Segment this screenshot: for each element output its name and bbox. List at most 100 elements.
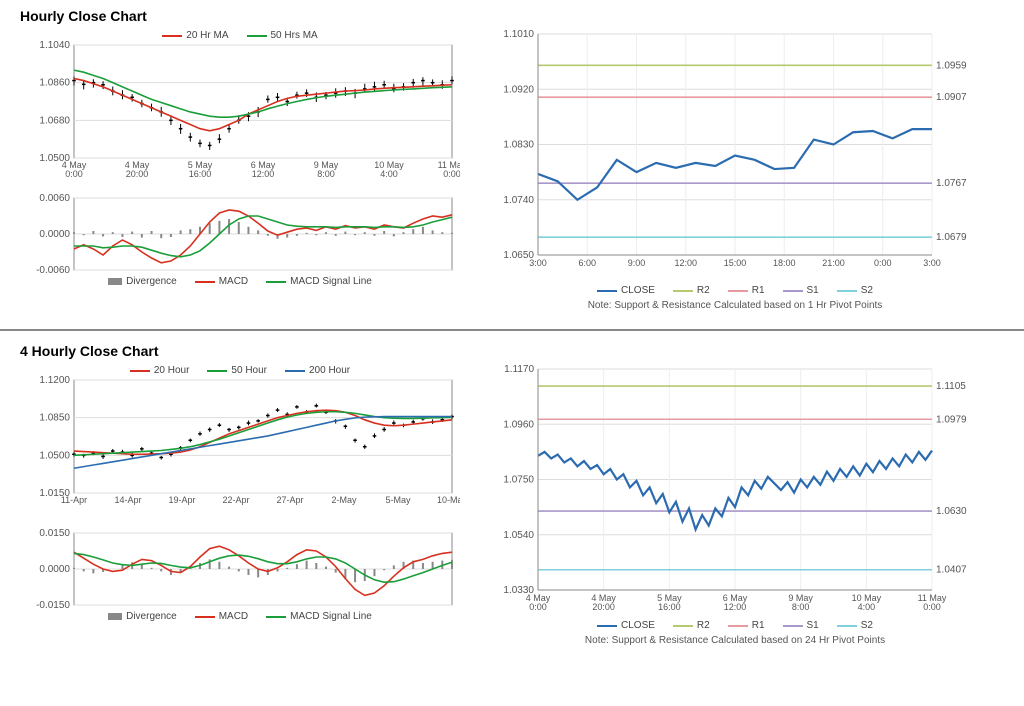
svg-text:1.1010: 1.1010: [503, 29, 534, 40]
svg-text:1.0500: 1.0500: [39, 450, 70, 461]
svg-text:12:00: 12:00: [674, 258, 697, 268]
svg-text:1.0767: 1.0767: [936, 178, 967, 189]
hourly-section: Hourly Close Chart 20 Hr MA 50 Hrs MA 1.…: [0, 0, 1024, 325]
svg-text:16:00: 16:00: [658, 602, 681, 612]
legend-label: Divergence: [126, 276, 177, 287]
svg-text:20:00: 20:00: [126, 169, 149, 179]
svg-text:8:00: 8:00: [792, 602, 810, 612]
svg-text:1.0920: 1.0920: [503, 84, 534, 95]
svg-text:4:00: 4:00: [380, 169, 398, 179]
legend-label: CLOSE: [621, 285, 655, 296]
legend-item: S2: [837, 620, 873, 631]
svg-text:0:00: 0:00: [874, 258, 892, 268]
legend-label: Divergence: [126, 611, 177, 622]
svg-text:1.0750: 1.0750: [503, 475, 534, 486]
fourhourly-macd-chart: -0.0150 0.0000 0.0150: [20, 529, 460, 609]
svg-text:1.1200: 1.1200: [39, 376, 70, 386]
svg-text:6:00: 6:00: [578, 258, 596, 268]
svg-text:1.0830: 1.0830: [503, 140, 534, 151]
hourly-sr-legend: CLOSE R2 R1 S1 S2: [490, 285, 980, 296]
hourly-sr-chart: 1.06501.07401.08301.09201.10103:006:009:…: [490, 28, 980, 283]
svg-text:1.0960: 1.0960: [503, 419, 534, 430]
svg-text:14-Apr: 14-Apr: [114, 495, 141, 505]
svg-text:15:00: 15:00: [724, 258, 747, 268]
svg-text:1.0860: 1.0860: [39, 78, 70, 89]
legend-label: 200 Hour: [309, 365, 350, 376]
svg-text:0:00: 0:00: [65, 169, 83, 179]
svg-text:8:00: 8:00: [317, 169, 335, 179]
fourhourly-sr-chart: 1.03301.05401.07501.09601.11704 May0:004…: [490, 363, 980, 618]
legend-label: S1: [807, 620, 819, 631]
legend-label: R1: [752, 620, 765, 631]
svg-text:16:00: 16:00: [189, 169, 212, 179]
legend-label: R1: [752, 285, 765, 296]
fourhourly-price-chart: 1.01501.05001.08501.120011-Apr14-Apr19-A…: [20, 376, 460, 521]
fourhourly-sr-note: Note: Support & Resistance Calculated ba…: [490, 635, 980, 646]
legend-label: MACD Signal Line: [290, 611, 372, 622]
legend-label: 20 Hour: [154, 365, 190, 376]
svg-text:12:00: 12:00: [252, 169, 275, 179]
svg-text:20:00: 20:00: [592, 602, 615, 612]
legend-item: R1: [728, 620, 765, 631]
svg-text:1.1105: 1.1105: [936, 381, 966, 392]
svg-text:10-May: 10-May: [437, 495, 460, 505]
svg-text:1.0907: 1.0907: [936, 92, 967, 103]
svg-text:1.0740: 1.0740: [503, 195, 534, 206]
fourhourly-macd-legend: Divergence MACD MACD Signal Line: [20, 611, 460, 622]
legend-item: R2: [673, 620, 710, 631]
svg-text:0:00: 0:00: [529, 602, 547, 612]
svg-text:12:00: 12:00: [724, 602, 747, 612]
legend-label: CLOSE: [621, 620, 655, 631]
svg-text:1.1040: 1.1040: [39, 41, 70, 51]
svg-text:1.0540: 1.0540: [503, 530, 534, 541]
svg-text:11-Apr: 11-Apr: [61, 495, 87, 505]
svg-text:3:00: 3:00: [529, 258, 547, 268]
svg-text:18:00: 18:00: [773, 258, 796, 268]
svg-text:22-Apr: 22-Apr: [222, 495, 249, 505]
legend-item: R1: [728, 285, 765, 296]
hourly-macd-chart: -0.00600.00000.0060: [20, 194, 460, 274]
legend-item: R2: [673, 285, 710, 296]
legend-label: MACD: [219, 276, 248, 287]
svg-text:-0.0150: -0.0150: [36, 600, 70, 609]
svg-text:-0.0060: -0.0060: [36, 265, 70, 274]
svg-text:1.0630: 1.0630: [936, 506, 967, 517]
svg-text:0.0060: 0.0060: [39, 194, 70, 204]
legend-label: S2: [861, 285, 873, 296]
legend-label: 20 Hr MA: [186, 30, 228, 41]
svg-text:3:00: 3:00: [923, 258, 941, 268]
svg-text:1.0959: 1.0959: [936, 60, 967, 71]
fourhourly-price-legend: 20 Hour 50 Hour 200 Hour: [20, 365, 460, 376]
hourly-title: Hourly Close Chart: [20, 8, 1004, 24]
legend-label: 50 Hrs MA: [271, 30, 318, 41]
svg-text:0.0150: 0.0150: [39, 529, 70, 539]
legend-item: CLOSE: [597, 620, 655, 631]
legend-label: MACD Signal Line: [290, 276, 372, 287]
svg-text:4:00: 4:00: [858, 602, 876, 612]
hourly-macd-legend: Divergence MACD MACD Signal Line: [20, 276, 460, 287]
svg-text:27-Apr: 27-Apr: [276, 495, 303, 505]
legend-label: S1: [807, 285, 819, 296]
legend-item: S1: [783, 285, 819, 296]
legend-item: S2: [837, 285, 873, 296]
hourly-price-chart: 1.05001.06801.08601.10404 May0:004 May20…: [20, 41, 460, 186]
legend-label: S2: [861, 620, 873, 631]
svg-text:2-May: 2-May: [331, 495, 357, 505]
svg-text:0.0000: 0.0000: [39, 564, 70, 575]
fourhourly-sr-legend: CLOSE R2 R1 S1 S2: [490, 620, 980, 631]
legend-label: 50 Hour: [231, 365, 267, 376]
svg-text:1.1170: 1.1170: [504, 364, 534, 375]
legend-item: S1: [783, 620, 819, 631]
svg-text:1.0679: 1.0679: [936, 232, 967, 243]
hourly-price-legend: 20 Hr MA 50 Hrs MA: [20, 30, 460, 41]
svg-text:0:00: 0:00: [923, 602, 941, 612]
fourhourly-title: 4 Hourly Close Chart: [20, 343, 1004, 359]
svg-text:0:00: 0:00: [443, 169, 460, 179]
svg-text:21:00: 21:00: [822, 258, 845, 268]
section-divider: [0, 329, 1024, 331]
legend-item: CLOSE: [597, 285, 655, 296]
fourhourly-section: 4 Hourly Close Chart 20 Hour 50 Hour 200…: [0, 335, 1024, 660]
legend-label: MACD: [219, 611, 248, 622]
svg-text:19-Apr: 19-Apr: [168, 495, 195, 505]
svg-text:5-May: 5-May: [385, 495, 411, 505]
